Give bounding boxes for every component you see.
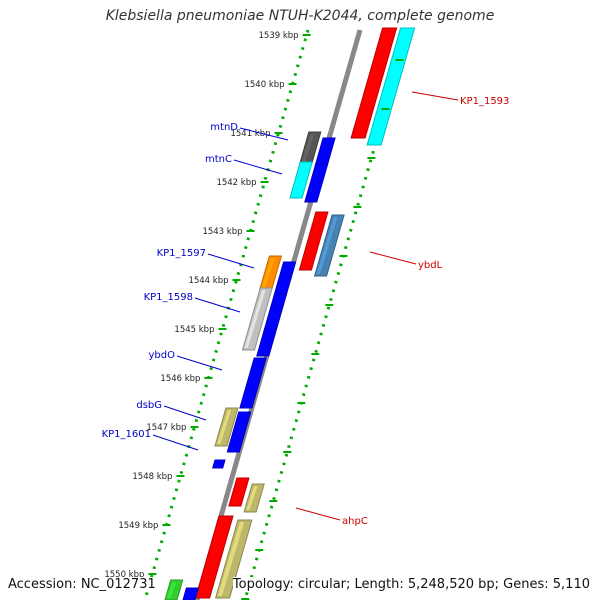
leader-line bbox=[163, 405, 207, 421]
ruler-tick-label: 1544 kbp bbox=[188, 276, 228, 286]
gene-label-forward: KP1_1598 bbox=[144, 292, 193, 303]
gene-block-forward-g-highlight bbox=[185, 590, 192, 598]
gene-block-forward-a-highlight bbox=[317, 140, 329, 164]
gene-block-kp1-1593-highlight bbox=[353, 30, 389, 136]
gene-label-forward: ybdO bbox=[149, 350, 176, 361]
forward-dot-track bbox=[143, 29, 310, 600]
leader-line bbox=[207, 253, 255, 269]
gene-block-ybdo-highlight bbox=[241, 360, 260, 406]
gene-label-reverse: KP1_1593 bbox=[460, 96, 509, 107]
leader-line bbox=[194, 297, 241, 313]
gene-block-kp1-1598-highlight bbox=[244, 290, 266, 348]
gene-block-mtnd-highlight bbox=[301, 134, 315, 162]
gene-block-mtnc-highlight bbox=[292, 164, 306, 196]
gene-block-kp1-1601 bbox=[212, 459, 226, 469]
gene-block-ybdl-highlight bbox=[316, 217, 338, 274]
gene-label-forward: KP1_1597 bbox=[157, 248, 206, 259]
ruler-tick-label: 1540 kbp bbox=[244, 80, 284, 90]
ruler-tick-label: 1550 kbp bbox=[104, 570, 144, 580]
ruler-tick-label: 1548 kbp bbox=[132, 472, 172, 482]
gene-block-reverse-e-highlight bbox=[197, 518, 226, 596]
gene-label-forward: dsbG bbox=[136, 400, 162, 411]
map-title: Klebsiella pneumoniae NTUH-K2044, comple… bbox=[105, 8, 495, 24]
ruler-tick-label: 1546 kbp bbox=[160, 374, 200, 384]
gene-block-forward-f-highlight bbox=[167, 582, 177, 598]
gene-label-reverse: ybdL bbox=[418, 260, 443, 271]
gene-block-kp1-1597-highlight bbox=[261, 258, 275, 288]
gene-block-forward-c-highlight bbox=[275, 264, 289, 294]
gene-label-forward: KP1_1601 bbox=[102, 429, 151, 440]
gene-block-kp1-1601-highlight bbox=[214, 462, 220, 466]
ruler-tick-label: 1543 kbp bbox=[202, 227, 242, 237]
gene-labels: mtnD mtnC KP1_1597 KP1_1598 ybdO dsbG KP1_1601… bbox=[102, 91, 509, 527]
leader-line bbox=[233, 159, 283, 175]
gene-block-forward-b-highlight bbox=[306, 166, 322, 200]
gene-label-forward: mtnC bbox=[205, 154, 232, 165]
leader-line bbox=[176, 355, 223, 371]
ruler-tick-label: 1539 kbp bbox=[259, 31, 299, 41]
leader-line bbox=[295, 507, 341, 521]
ruler-tick-label: 1542 kbp bbox=[216, 178, 256, 188]
gene-label-forward: mtnD bbox=[210, 122, 238, 133]
gene-block-forward-e-highlight bbox=[229, 414, 245, 450]
gene-block-ahpc-highlight bbox=[246, 486, 258, 510]
leader-line bbox=[239, 127, 289, 141]
leader-line bbox=[411, 91, 459, 101]
gene-block-dsbg-highlight bbox=[217, 410, 232, 444]
ruler-tick-label: 1549 kbp bbox=[118, 521, 158, 531]
gene-features bbox=[164, 27, 416, 600]
leader-line bbox=[369, 251, 417, 265]
gene-block-kp1-1593-b-highlight bbox=[369, 30, 407, 143]
ruler-ticks: 1539 kbp 1540 kbp 1541 kbp 1542 kbp 1543 kbp… bbox=[104, 31, 404, 600]
gene-block-ybdl-a-highlight bbox=[301, 214, 322, 268]
ruler-tick-label: 1547 kbp bbox=[146, 423, 186, 433]
gene-block-ahpc-a-highlight bbox=[230, 480, 243, 504]
ruler-tick-label: 1545 kbp bbox=[174, 325, 214, 335]
genome-summary-text: Topology: circular; Length: 5,248,520 bp… bbox=[232, 577, 590, 592]
ruler-tick-label: 1541 kbp bbox=[230, 129, 270, 139]
accession-text: Accession: NC_012731 bbox=[8, 577, 156, 592]
gene-block-reverse-f-highlight bbox=[217, 522, 245, 596]
gene-label-reverse: ahpC bbox=[342, 516, 368, 527]
leader-line bbox=[152, 434, 199, 451]
gene-block-forward-d-highlight bbox=[258, 296, 280, 354]
